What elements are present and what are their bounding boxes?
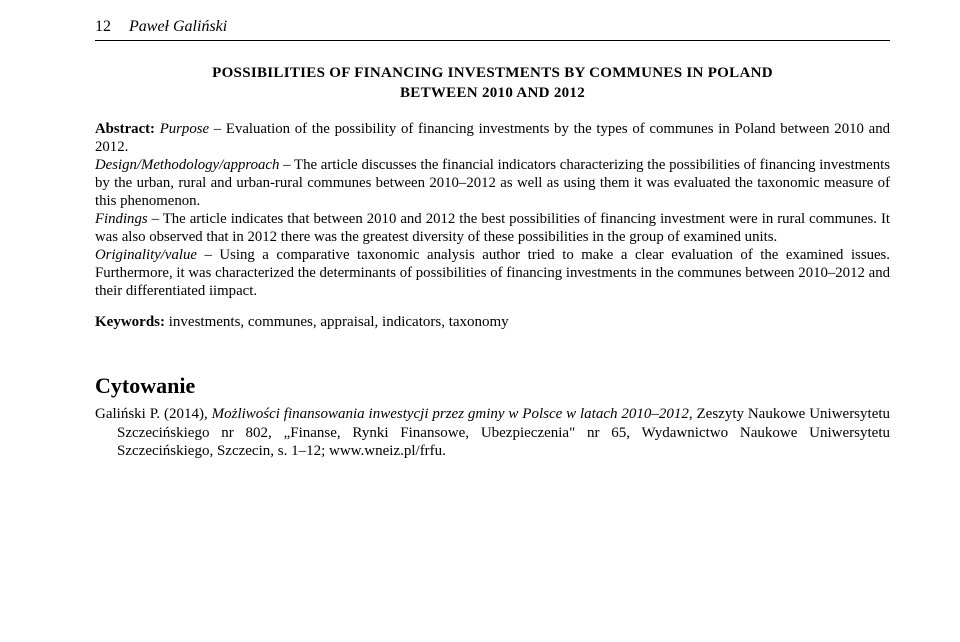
- originality-label: Originality/value: [95, 247, 197, 263]
- citation-title: Możliwości finansowania inwestycji przez…: [212, 406, 689, 422]
- purpose-label: Purpose: [160, 121, 209, 137]
- purpose-text: – Evaluation of the possibility of finan…: [95, 121, 890, 155]
- keywords-label: Keywords:: [95, 314, 165, 330]
- originality-text: – Using a comparative taxonomic analysis…: [95, 247, 890, 299]
- citation-text: Galiński P. (2014), Możliwości finansowa…: [95, 405, 890, 461]
- title-line-2: BETWEEN 2010 AND 2012: [95, 83, 890, 103]
- article-title: POSSIBILITIES OF FINANCING INVESTMENTS B…: [95, 63, 890, 104]
- running-header: 12 Paweł Galiński: [95, 18, 890, 41]
- abstract-label: Abstract:: [95, 121, 155, 137]
- abstract-findings: Findings – The article indicates that be…: [95, 210, 890, 246]
- header-author: Paweł Galiński: [129, 18, 227, 36]
- abstract-originality: Originality/value – Using a comparative …: [95, 246, 890, 300]
- design-label: Design/Methodology/approach: [95, 157, 279, 173]
- page-container: 12 Paweł Galiński POSSIBILITIES OF FINAN…: [0, 0, 960, 481]
- citation-author: Galiński P. (2014),: [95, 406, 212, 422]
- findings-label: Findings: [95, 211, 148, 227]
- keywords-text: investments, communes, appraisal, indica…: [165, 314, 509, 330]
- abstract-purpose: Abstract: Purpose – Evaluation of the po…: [95, 120, 890, 156]
- citation-heading: Cytowanie: [95, 373, 890, 399]
- findings-text: – The article indicates that between 201…: [95, 211, 890, 245]
- keywords-line: Keywords: investments, communes, apprais…: [95, 314, 890, 331]
- title-line-1: POSSIBILITIES OF FINANCING INVESTMENTS B…: [95, 63, 890, 83]
- page-number: 12: [95, 18, 111, 36]
- abstract-design: Design/Methodology/approach – The articl…: [95, 156, 890, 210]
- abstract-block: Abstract: Purpose – Evaluation of the po…: [95, 120, 890, 300]
